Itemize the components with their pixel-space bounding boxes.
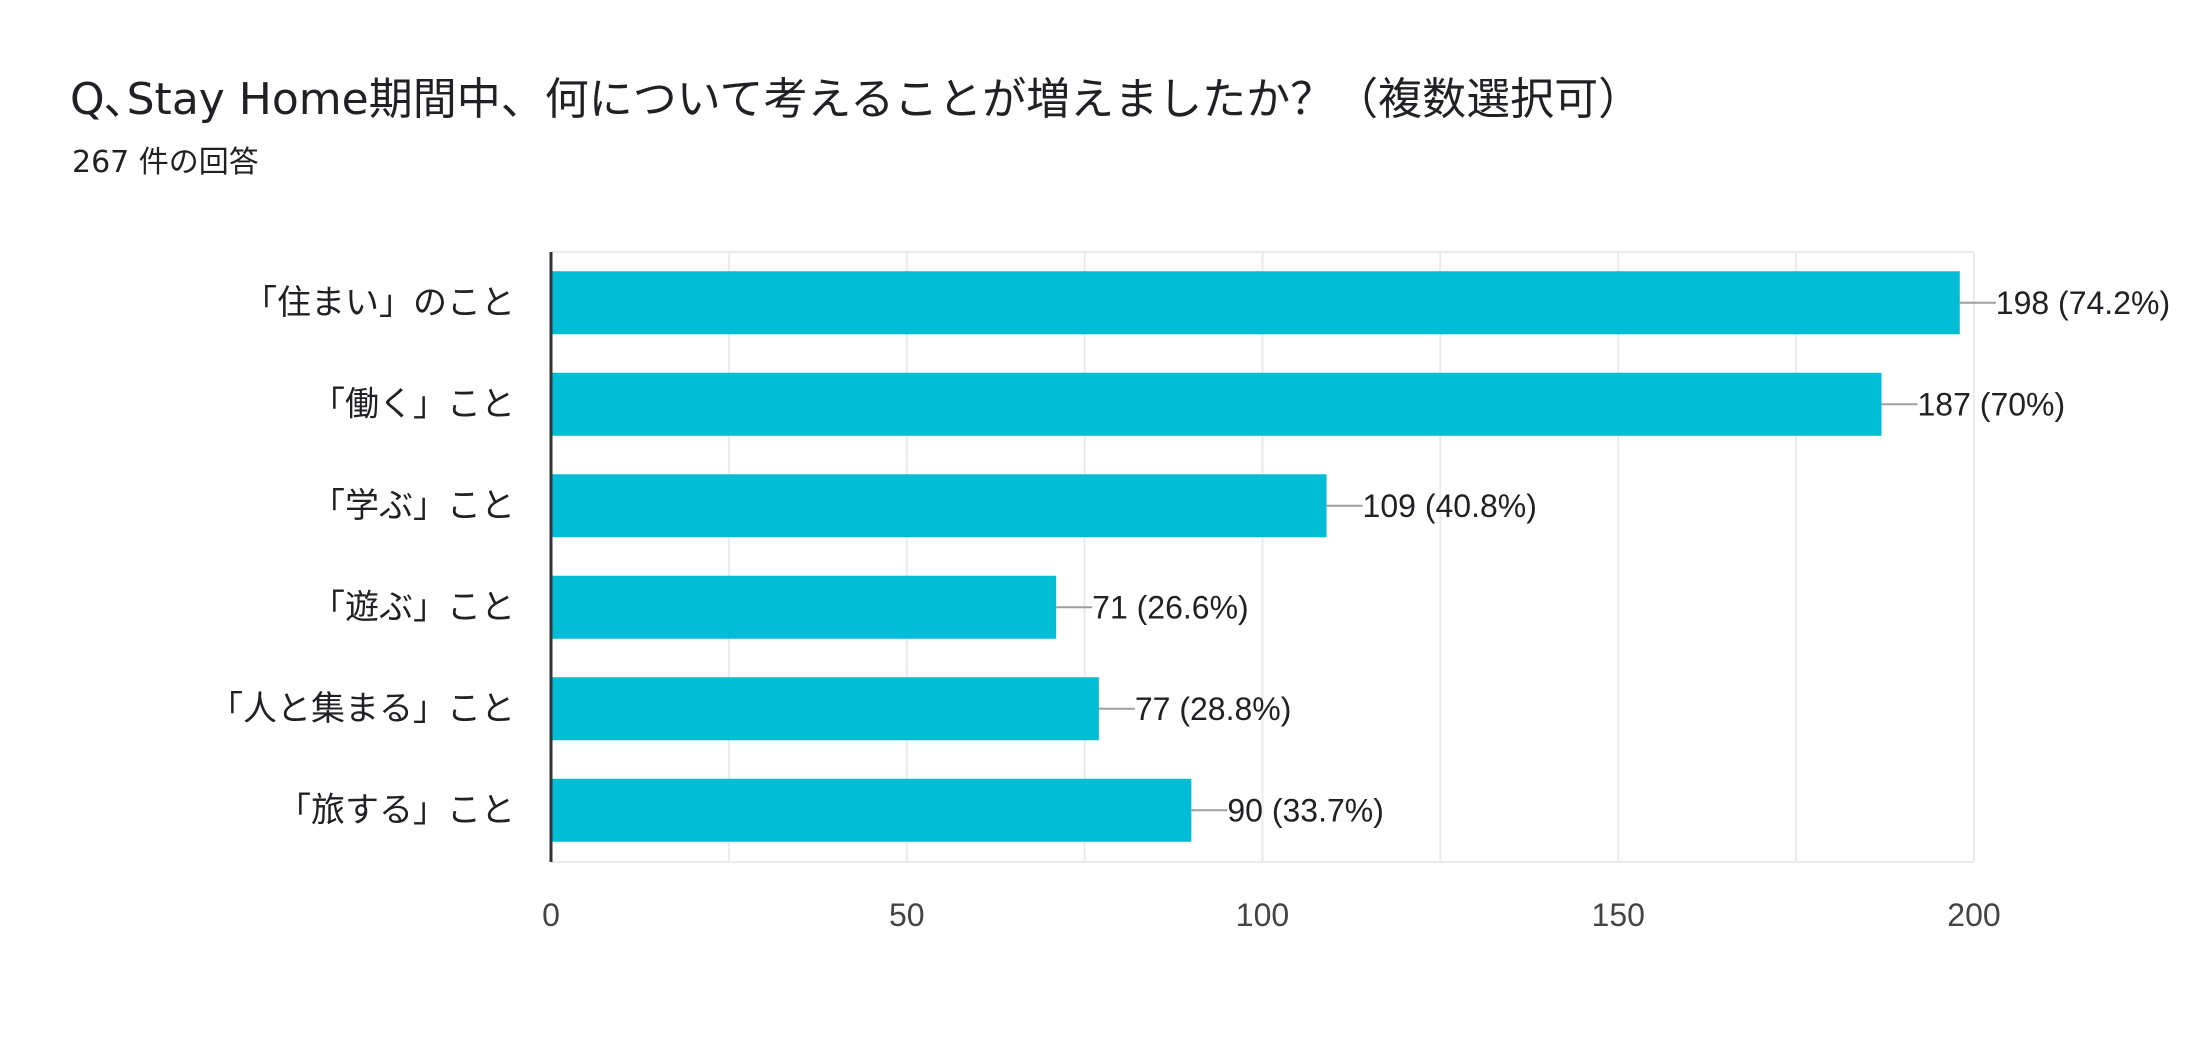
grid-lines — [551, 251, 1975, 863]
category-label: 「人と集まる」こと — [209, 689, 515, 729]
bar — [551, 271, 1960, 335]
category-label: 「働く」こと — [311, 384, 515, 424]
data-label: 71 (26.6%) — [1092, 589, 1249, 625]
category-label: 「住まい」のこと — [243, 283, 515, 323]
x-tick-label: 0 — [542, 897, 560, 933]
data-label: 109 (40.8%) — [1363, 488, 1537, 524]
category-label: 「旅する」こと — [277, 790, 515, 830]
category-label: 「学ぶ」こと — [311, 486, 515, 526]
category-label: 「遊ぶ」こと — [311, 587, 515, 627]
axes: 0 50 100 150 200 — [542, 252, 2001, 933]
bar — [551, 575, 1057, 639]
data-label: 187 (70%) — [1918, 386, 2066, 422]
x-tick-label: 200 — [1947, 897, 2000, 933]
x-tick-label: 50 — [889, 897, 925, 933]
bar — [551, 778, 1192, 842]
response-count: 267 件の回答 — [72, 145, 259, 180]
x-tick-label: 150 — [1592, 897, 1645, 933]
bar — [551, 474, 1327, 538]
labels: 「住まい」のこと 198 (74.2%) 「働く」こと 187 (70%) 「学ぶ」こと… — [209, 283, 2170, 831]
bars — [551, 271, 1960, 842]
data-label: 77 (28.8%) — [1135, 691, 1292, 727]
bar — [551, 677, 1099, 741]
data-label: 90 (33.7%) — [1227, 792, 1384, 828]
question-title: Q､Stay Home期間中、何について考えることが増えましたか？（複数選択可） — [70, 74, 1643, 125]
data-label: 198 (74.2%) — [1996, 285, 2170, 321]
x-tick-label: 100 — [1236, 897, 1289, 933]
bar — [551, 372, 1882, 436]
